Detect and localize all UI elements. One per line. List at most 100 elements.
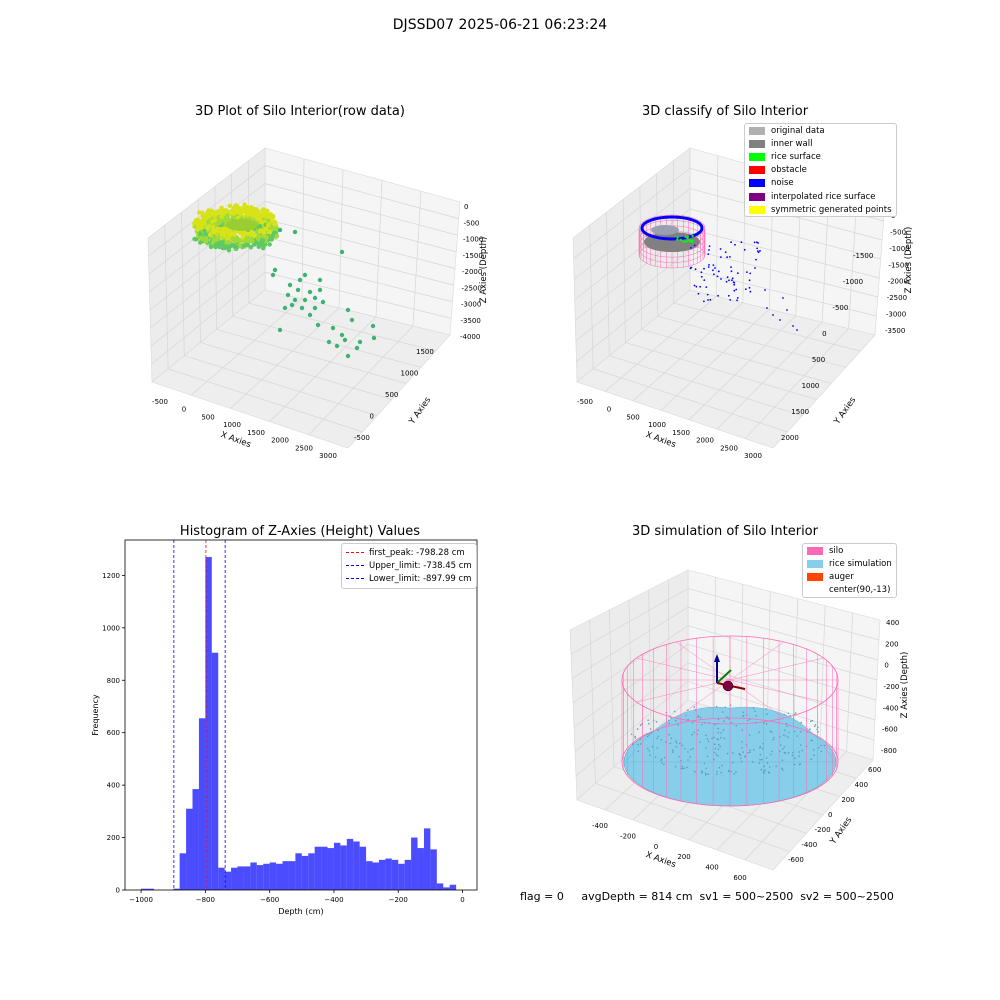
sim-rice-point [749,751,751,753]
raw-point [257,223,263,229]
sim-rice-point [779,750,781,753]
sim-rice-point [741,729,744,731]
histogram-bar [378,859,386,890]
cls-z-tick: -1000 [889,245,909,253]
cls-noise-point [782,297,784,299]
raw-x-tick: -500 [152,398,168,406]
sim-rice-point [670,737,673,740]
raw-point [225,213,230,218]
raw-point [259,243,264,248]
raw-point [203,232,209,237]
sim-silo-spoke [636,657,731,681]
classify-legend: original data inner wall rice surface obsta… [744,123,897,218]
sim-rice-point [641,723,643,725]
sim-rice-point [749,749,751,751]
sim-rice-point [715,705,718,708]
back-grid-line [846,612,853,752]
sim-rice-point [781,768,784,771]
sim-rice-point [753,748,755,751]
sim-rice-point [687,718,689,721]
legend-label: noise [771,178,794,189]
back-grid-line [689,228,880,279]
sim-x-label: X Axies [644,850,677,870]
cls-noise-point [731,279,733,282]
cls-y-tick: 500 [812,356,825,364]
sim-rice-point [811,719,814,722]
sim-rice-point [668,719,670,722]
sim-rice-point [735,771,737,773]
legend-label: Lower_limit: -897.99 cm [369,573,472,584]
histogram-bar [340,845,347,890]
histogram-bar [327,848,334,890]
cls-noise-point [712,269,714,272]
sim-rice-point [720,736,722,739]
classify-point-cloud [638,214,798,331]
raw-point [203,239,209,244]
cls-z-tick: -2000 [888,278,908,286]
raw-noise-point [289,302,295,308]
cls-noise-point [734,243,736,246]
sim-rice-point [637,750,639,752]
cls-y-tick: -500 [832,304,848,312]
legend-label: rice surface [771,151,821,162]
histogram-bar [276,863,283,890]
sim-rice-point [739,753,742,756]
cls-noise-point [766,307,768,309]
raw-z-tick: -1500 [463,252,483,260]
legend-label: obstacle [771,165,807,176]
raw-point [197,218,202,223]
cls-rice-point [691,234,694,238]
sim-rice-point [707,773,710,775]
cls-noise-point [695,285,698,288]
raw-noise-point [349,317,355,323]
sim-rice-point [660,739,663,741]
sim-rice-point [656,747,659,749]
sim-rice-point [811,739,813,742]
sim-rice-point [723,737,726,740]
sim-rice-point [717,738,719,741]
raw-x-tick: 2500 [295,444,313,452]
sim-rice-point [684,748,686,750]
raw-point [226,248,232,253]
histogram-chart[interactable]: −1000 −800 −600 −400 −200 0 0 200 400 600 800 1000 1… [80,535,490,920]
legend-line [346,565,364,567]
sim-rice-point [692,747,694,750]
cls-noise-ring [640,215,704,241]
back-grid-line [264,271,452,319]
cls-noise-point [707,266,710,268]
cls-y-label: Y Axies [832,395,859,427]
sim-silo-spoke [675,641,731,681]
histogram-bar [314,846,322,890]
cls-noise-point [730,270,733,273]
cls-x-tick: -500 [577,398,593,406]
back-grid-line [819,605,826,743]
histogram-bar [430,849,437,890]
raw-point [233,229,238,234]
raw-x-tick: 1000 [223,421,241,429]
raw-noise-point [315,322,321,328]
sim-rice-point [765,757,768,759]
sim-y-tick: 200 [841,796,854,804]
raw-point [269,237,274,242]
histogram-bars [141,557,457,890]
sim-rice-point [681,744,684,747]
cls-rice-point [688,239,691,242]
cls-noise-point [725,280,728,283]
back-grid-line [689,208,881,260]
sim-3d-plot[interactable]: -400-2000200400600-600-400-2000200400600… [555,550,925,890]
floor-pane [151,289,451,449]
cls-y-tick: 2000 [781,434,799,442]
floor-grid-line [604,296,717,392]
cls-noise-point [708,249,710,251]
cls-x-tick: 3000 [744,452,762,460]
raw-point [205,220,210,225]
cls-noise-point [733,283,736,286]
raw-point [263,227,269,232]
cls-y-tick: -1000 [843,278,863,286]
sim-rice-point [720,732,722,734]
raw-point [219,214,224,220]
legend-item: center(90,-13) [803,584,896,597]
cls-z-tick: -2500 [887,294,907,302]
raw-3d-plot[interactable]: -500 0 500 1000 1500 2000 2500 3000 -500 0 500 1000… [130,130,500,470]
sim-y-tick: -200 [815,826,831,834]
